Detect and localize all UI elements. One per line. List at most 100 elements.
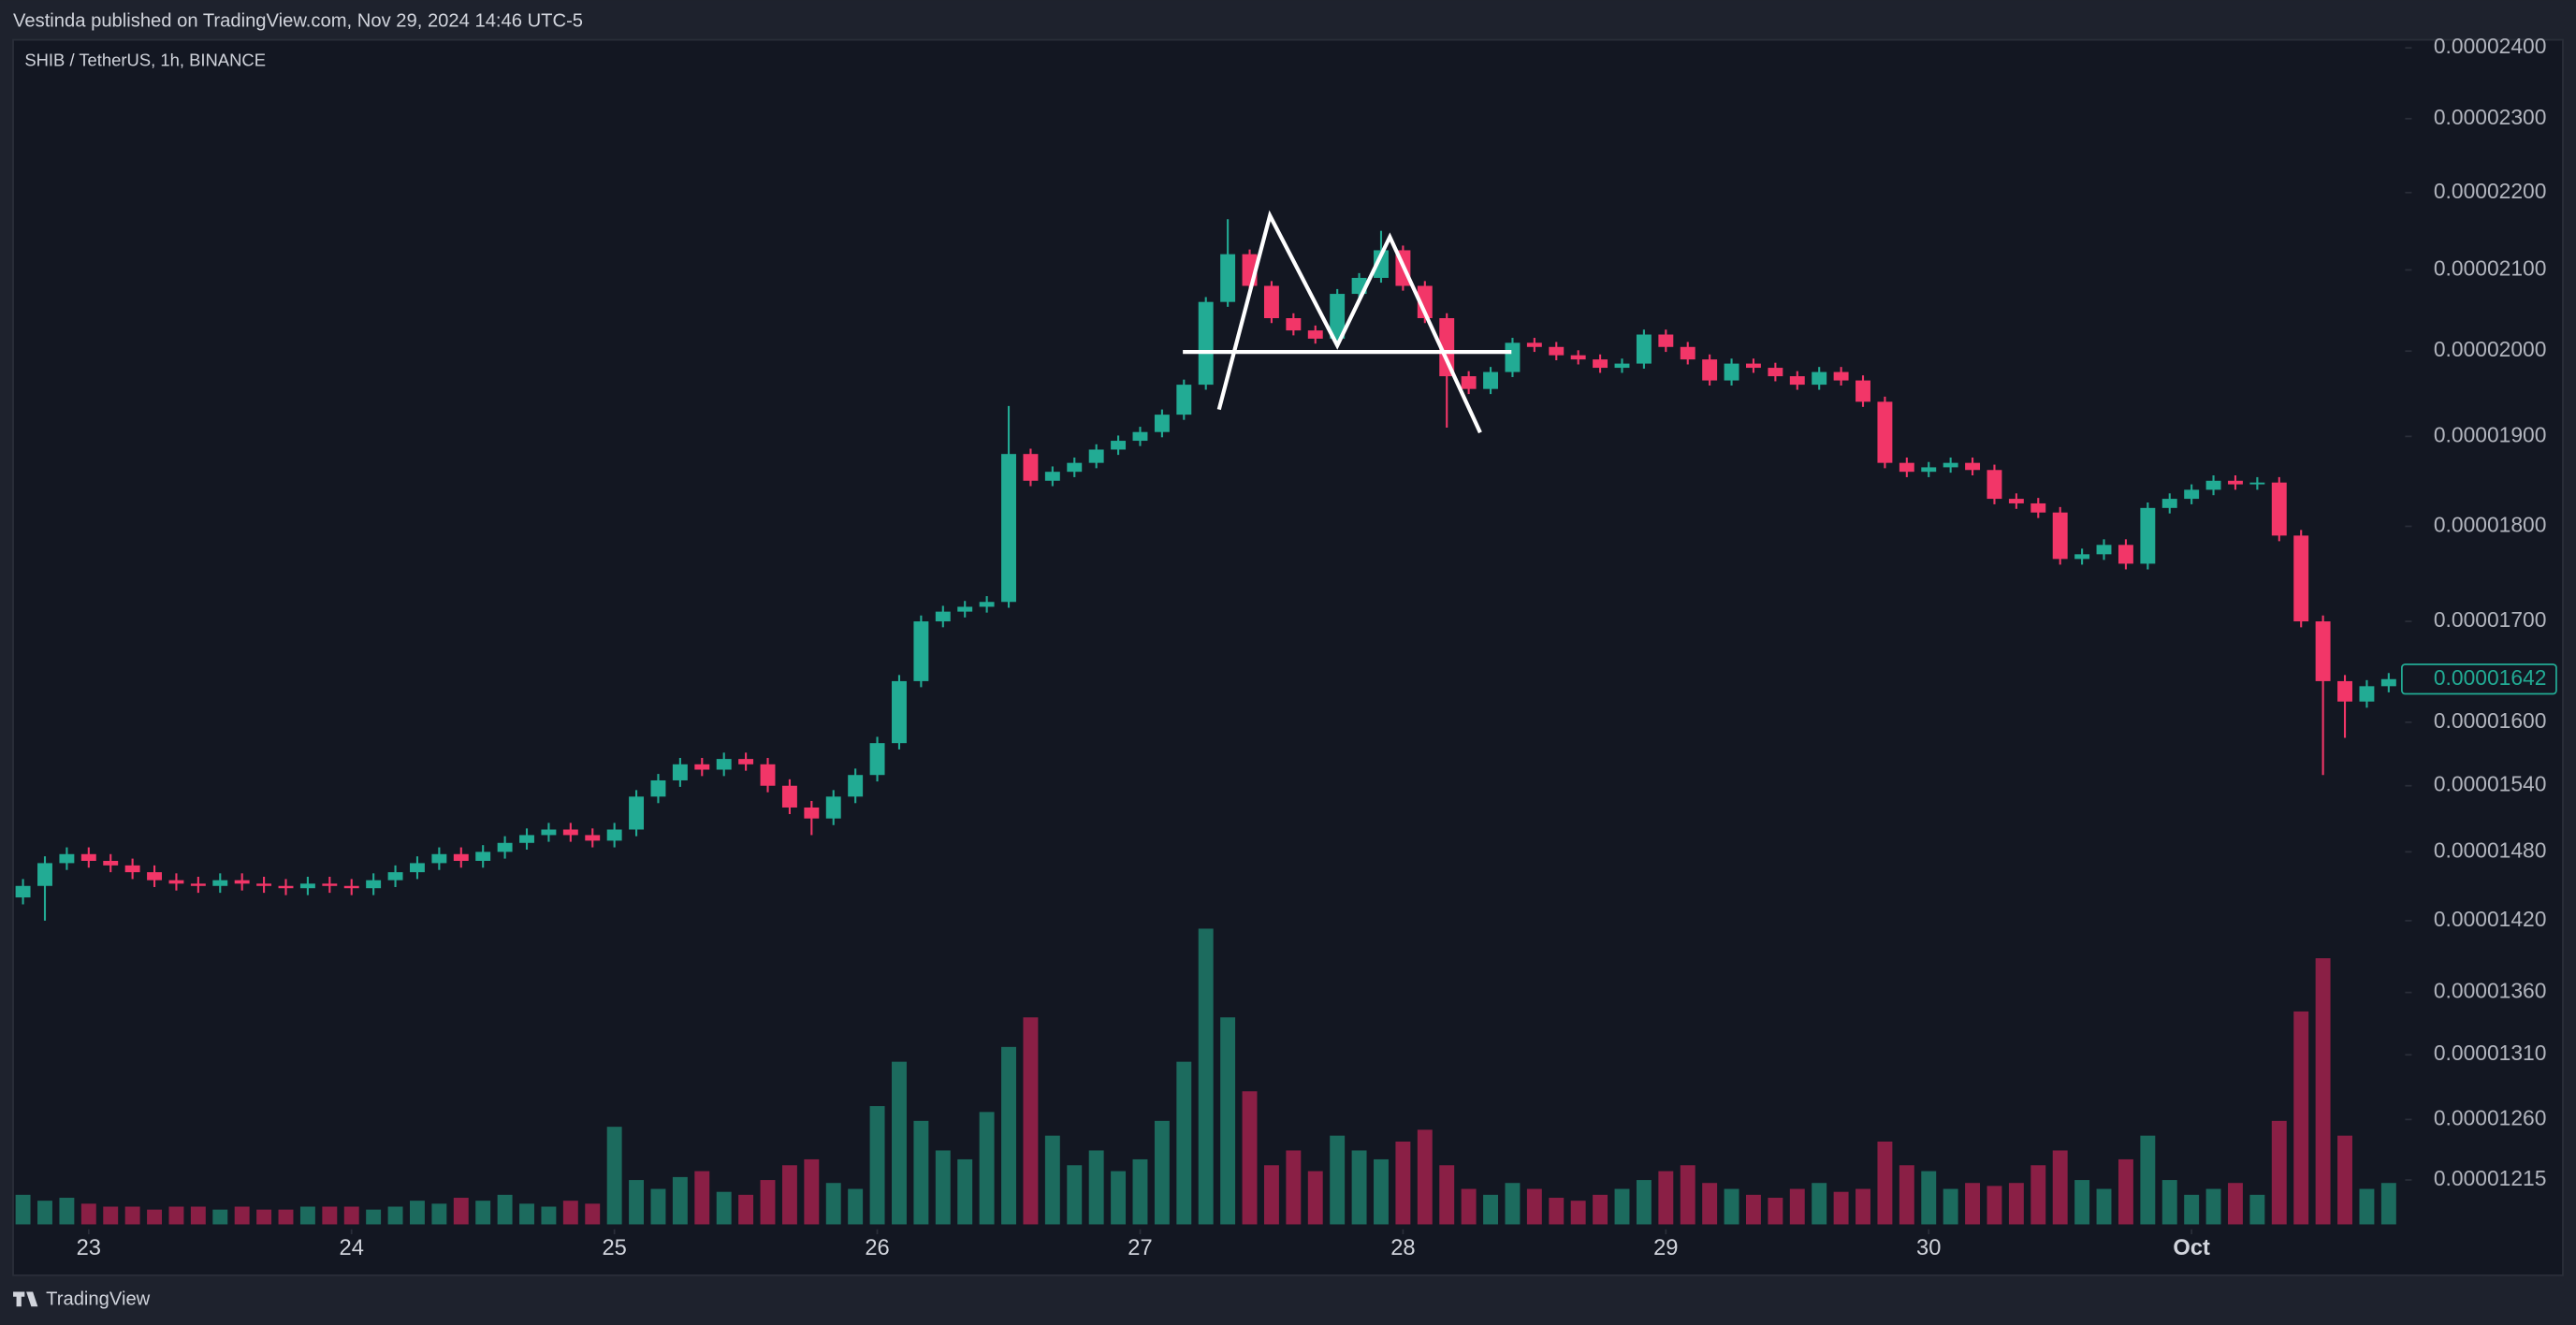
candle-body (1286, 318, 1302, 331)
candle-body (1614, 363, 1630, 369)
volume-bar (1374, 1158, 1389, 1225)
volume-bar (475, 1201, 491, 1225)
volume-bar (1351, 1150, 1367, 1225)
candle-body (1570, 355, 1586, 360)
volume-bar (322, 1206, 338, 1225)
candle-body (1439, 318, 1455, 377)
volume-bar (2380, 1183, 2396, 1225)
chart-pane (12, 38, 2564, 1276)
candle-body (2161, 499, 2177, 508)
volume-bar (1111, 1171, 1127, 1225)
candle-body (2118, 545, 2133, 564)
x-tick-label: Oct (2173, 1236, 2210, 1260)
volume-bar (1593, 1194, 1608, 1225)
symbol-title: SHIB / TetherUS, 1h, BINANCE (24, 50, 266, 69)
volume-bar (431, 1203, 447, 1225)
y-tick-label: 0.00002300 (2434, 105, 2547, 129)
y-tick-label: 0.00001480 (2434, 837, 2547, 862)
volume-bar (760, 1180, 776, 1225)
last-price-tag (2401, 663, 2557, 695)
double-top-line (1216, 210, 1482, 434)
candle-body (1505, 342, 1521, 372)
volume-bar (825, 1183, 841, 1225)
volume-bar (2052, 1150, 2068, 1225)
candle-body (1111, 441, 1127, 450)
volume-bar (59, 1198, 75, 1225)
volume-bar (2337, 1135, 2352, 1225)
candle-body (606, 829, 622, 841)
volume-bar (1198, 928, 1214, 1225)
volume-bar (869, 1106, 885, 1225)
candle-body (1263, 285, 1279, 319)
candle-body (804, 807, 820, 819)
volume-bar (935, 1150, 951, 1225)
candle-body (2337, 680, 2352, 702)
candle-body (366, 880, 382, 889)
volume-bar (606, 1127, 622, 1225)
volume-bar (1286, 1150, 1302, 1225)
volume-bar (2359, 1188, 2375, 1225)
candle-body (1987, 470, 2002, 500)
brand-logo (13, 1291, 38, 1307)
candle-body (212, 880, 228, 886)
volume-bar (913, 1120, 929, 1225)
volume-bar (979, 1112, 995, 1225)
x-tick-label: 24 (340, 1236, 364, 1260)
volume-bar (366, 1209, 382, 1225)
x-tick-label: 30 (1916, 1236, 1941, 1260)
volume-bar (497, 1194, 513, 1225)
volume-bar (15, 1194, 31, 1225)
volume-bar (2271, 1120, 2287, 1225)
candle-body (234, 880, 250, 884)
volume-bar (957, 1158, 973, 1225)
volume-bar (1789, 1188, 1805, 1225)
volume-bar (2184, 1194, 2200, 1225)
candle-body (1154, 415, 1170, 432)
candle-body (1001, 454, 1016, 603)
candle-body (1330, 294, 1346, 339)
volume-bar (1417, 1129, 1433, 1225)
volume-bar (1220, 1017, 1236, 1225)
candle-body (1833, 371, 1849, 381)
candle-body (1593, 359, 1608, 369)
volume-bar (278, 1209, 294, 1225)
volume-bar (804, 1158, 820, 1225)
candle-body (1877, 401, 1893, 463)
candle-body (2140, 507, 2156, 564)
candle-body (694, 764, 710, 770)
volume-bar (1461, 1188, 1477, 1225)
y-tick-label: 0.00001900 (2434, 422, 2547, 446)
candle-body (892, 680, 907, 744)
volume-bar (1132, 1158, 1148, 1225)
volume-bar (2074, 1180, 2090, 1225)
candle-body (935, 611, 951, 622)
volume-bar (1680, 1165, 1696, 1225)
volume-bar (1242, 1091, 1258, 1225)
x-tick-label: 26 (865, 1236, 889, 1260)
volume-bar (37, 1201, 52, 1225)
y-tick-label: 0.00002200 (2434, 179, 2547, 203)
candle-body (1658, 334, 1674, 347)
candle-body (1307, 330, 1323, 339)
candle-body (387, 872, 403, 881)
volume-bar (519, 1203, 534, 1225)
candle-body (585, 835, 601, 841)
volume-bar (1570, 1201, 1586, 1225)
volume-bar (2008, 1183, 2024, 1225)
volume-bar (1176, 1061, 1192, 1225)
x-tick-label: 25 (602, 1236, 626, 1260)
candle-body (1746, 363, 1761, 369)
candle-body (1768, 368, 1783, 377)
volume-bar (1395, 1141, 1411, 1225)
volume-bar (738, 1194, 754, 1225)
candle-body (190, 883, 206, 886)
last-price-label: 0.00001642 (2434, 665, 2547, 690)
volume-bar (1307, 1171, 1323, 1225)
candle-body (2315, 621, 2331, 681)
candle-body (1724, 363, 1739, 381)
volume-bar (1526, 1188, 1542, 1225)
x-tick-label: 28 (1390, 1236, 1415, 1260)
candle-body (1461, 376, 1477, 389)
candle-body (299, 883, 315, 889)
